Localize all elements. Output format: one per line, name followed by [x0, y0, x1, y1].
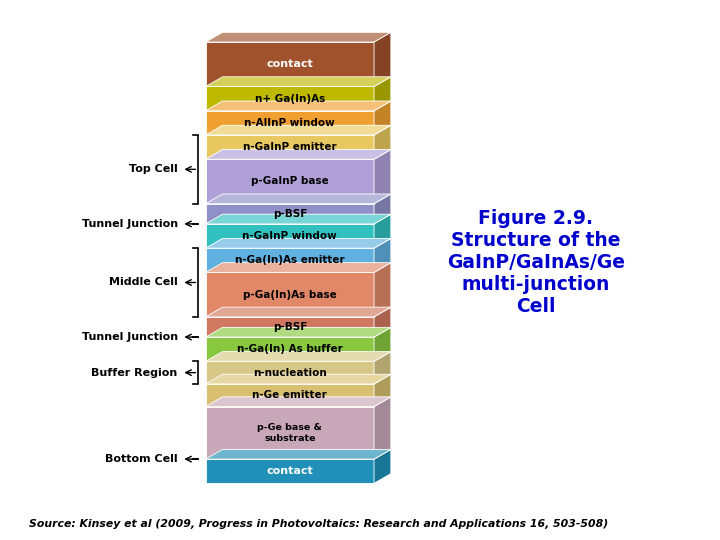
Polygon shape	[374, 150, 391, 204]
Polygon shape	[206, 204, 374, 224]
Polygon shape	[206, 86, 374, 111]
Polygon shape	[206, 248, 374, 272]
Polygon shape	[206, 150, 391, 159]
Text: p-Ge base &
substrate: p-Ge base & substrate	[258, 423, 323, 443]
Polygon shape	[206, 77, 391, 86]
Polygon shape	[374, 239, 391, 272]
Polygon shape	[206, 327, 391, 337]
Polygon shape	[206, 214, 391, 224]
Polygon shape	[374, 77, 391, 111]
Text: p-Ga(In)As base: p-Ga(In)As base	[243, 289, 337, 300]
Polygon shape	[206, 239, 391, 248]
Polygon shape	[374, 327, 391, 361]
Polygon shape	[206, 42, 374, 86]
Polygon shape	[206, 407, 374, 459]
Polygon shape	[374, 307, 391, 337]
Polygon shape	[206, 449, 391, 459]
Polygon shape	[206, 224, 374, 248]
Polygon shape	[206, 32, 391, 42]
Polygon shape	[374, 101, 391, 135]
Text: Source: Kinsey et al (2009, Progress in Photovoltaics: Research and Applications: Source: Kinsey et al (2009, Progress in …	[29, 519, 608, 529]
Text: p-BSF: p-BSF	[273, 322, 307, 332]
Polygon shape	[206, 262, 391, 272]
Polygon shape	[206, 111, 374, 135]
Polygon shape	[206, 384, 374, 407]
Polygon shape	[374, 125, 391, 159]
Text: n-GaInP emitter: n-GaInP emitter	[243, 142, 337, 152]
Polygon shape	[206, 125, 391, 135]
Polygon shape	[206, 337, 374, 361]
Text: Buffer Region: Buffer Region	[91, 368, 178, 377]
Polygon shape	[206, 397, 391, 407]
Text: p-GaInP base: p-GaInP base	[251, 177, 329, 186]
Polygon shape	[206, 374, 391, 384]
Polygon shape	[374, 374, 391, 407]
Text: Tunnel Junction: Tunnel Junction	[81, 332, 178, 342]
Text: n+ Ga(In)As: n+ Ga(In)As	[255, 93, 325, 104]
Text: n-AlInP window: n-AlInP window	[245, 118, 336, 128]
Polygon shape	[206, 194, 391, 204]
Text: p-BSF: p-BSF	[273, 209, 307, 219]
Polygon shape	[374, 352, 391, 384]
Polygon shape	[374, 214, 391, 248]
Polygon shape	[374, 449, 391, 483]
Text: n-Ga(In) As buffer: n-Ga(In) As buffer	[237, 344, 343, 354]
Polygon shape	[374, 32, 391, 86]
Text: n-GaInP window: n-GaInP window	[243, 231, 337, 241]
Text: Figure 2.9.
Structure of the
GaInP/GaInAs/Ge
multi-junction
Cell: Figure 2.9. Structure of the GaInP/GaInA…	[447, 209, 625, 316]
Text: n-Ga(In)As emitter: n-Ga(In)As emitter	[235, 255, 345, 265]
Text: n-Ge emitter: n-Ge emitter	[253, 390, 328, 400]
Text: Middle Cell: Middle Cell	[109, 278, 178, 287]
Polygon shape	[206, 317, 374, 337]
Polygon shape	[206, 307, 391, 317]
Polygon shape	[374, 262, 391, 317]
Polygon shape	[206, 272, 374, 317]
Text: contact: contact	[266, 466, 313, 476]
Polygon shape	[206, 459, 374, 483]
Text: contact: contact	[266, 59, 313, 69]
Text: n-nucleation: n-nucleation	[253, 368, 327, 377]
Polygon shape	[206, 135, 374, 159]
Polygon shape	[206, 352, 391, 361]
Polygon shape	[374, 194, 391, 224]
Polygon shape	[206, 159, 374, 204]
Polygon shape	[206, 361, 374, 384]
Text: Tunnel Junction: Tunnel Junction	[81, 219, 178, 229]
Text: Bottom Cell: Bottom Cell	[105, 454, 178, 464]
Polygon shape	[206, 101, 391, 111]
Polygon shape	[374, 397, 391, 459]
Text: Top Cell: Top Cell	[129, 164, 178, 174]
